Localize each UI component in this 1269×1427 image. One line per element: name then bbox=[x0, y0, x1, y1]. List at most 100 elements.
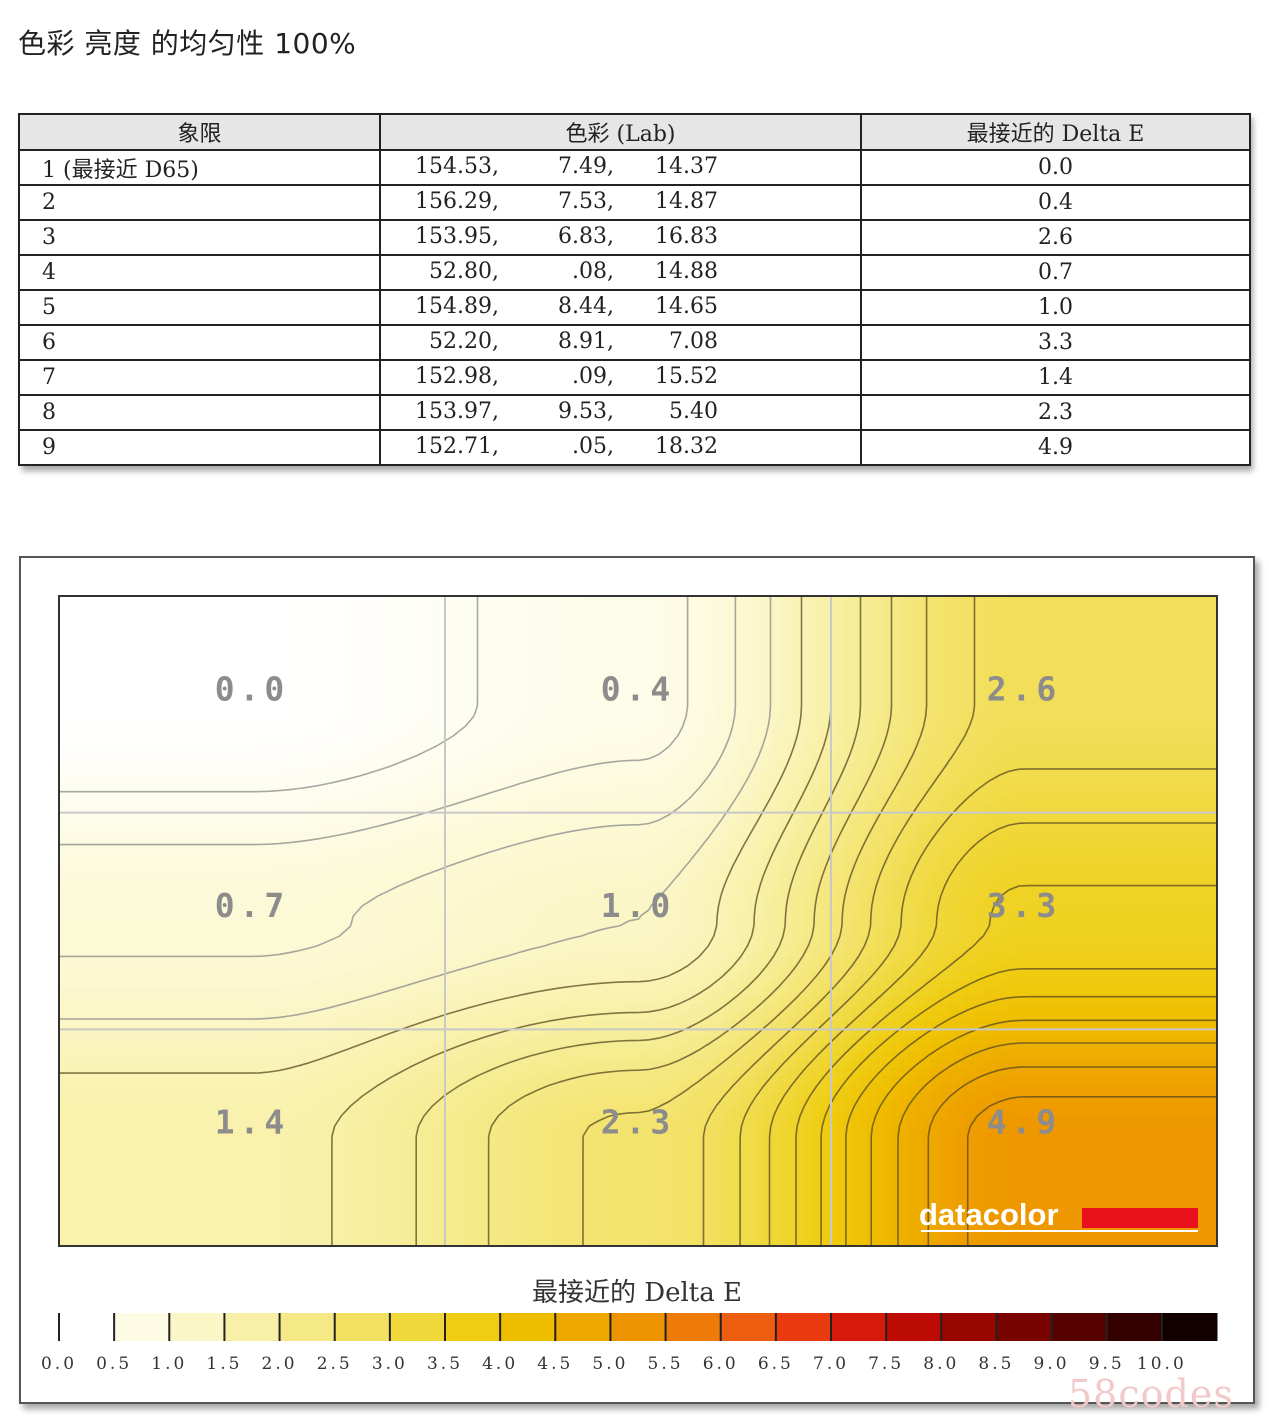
colorbar-swatch bbox=[224, 1313, 281, 1341]
lab-l-value: 154.53, bbox=[415, 154, 499, 179]
table-row: 9 152.71, .05, 18.32 4.9 bbox=[18, 429, 1251, 466]
lab-a-value: 6.83, bbox=[558, 224, 614, 249]
table-row: 3 153.95, 6.83, 16.83 2.6 bbox=[18, 219, 1251, 256]
header-quadrant: 象限 bbox=[18, 113, 381, 151]
contour-line bbox=[582, 596, 928, 1246]
lab-a-value: .08, bbox=[572, 259, 614, 284]
lab-b-value: 15.52 bbox=[655, 364, 718, 389]
colorbar-tick-label: 5.0 bbox=[592, 1354, 628, 1374]
colorbar-swatch bbox=[1051, 1313, 1108, 1341]
lab-cell: 152.98, .09, 15.52 bbox=[379, 359, 862, 396]
contour-line bbox=[966, 1096, 1217, 1246]
table-header-row: 象限 色彩 (Lab) 最接近的 Delta E bbox=[18, 113, 1251, 151]
lab-table: 象限 色彩 (Lab) 最接近的 Delta E 1 (最接近 D65) 154… bbox=[18, 113, 1251, 466]
colorbar-tick-label: 6.5 bbox=[758, 1354, 794, 1374]
lab-l-value: 152.98, bbox=[415, 364, 499, 389]
lab-a-value: 9.53, bbox=[558, 399, 614, 424]
colorbar-swatch bbox=[334, 1313, 391, 1341]
quadrant-cell: 2 bbox=[18, 184, 381, 221]
lab-cell: 154.53, 7.49, 14.37 bbox=[379, 149, 862, 186]
lab-b-value: 7.08 bbox=[669, 329, 718, 354]
colorbar-swatch bbox=[389, 1313, 446, 1341]
delta-e-cell: 2.6 bbox=[860, 219, 1251, 256]
contour-line bbox=[820, 968, 1217, 1246]
table-row: 7 152.98, .09, 15.52 1.4 bbox=[18, 359, 1251, 396]
colorbar-tick-label: 9.0 bbox=[1034, 1354, 1070, 1374]
lab-b-value: 14.88 bbox=[655, 259, 718, 284]
colorbar-swatch bbox=[1161, 1313, 1218, 1341]
lab-b-value: 5.40 bbox=[669, 399, 718, 424]
header-delta-e: 最接近的 Delta E bbox=[860, 113, 1251, 151]
lab-l-value: 154.89, bbox=[415, 294, 499, 319]
colorbar-title: 最接近的 Delta E bbox=[532, 1278, 742, 1308]
contour-line bbox=[59, 596, 737, 958]
quadrant-cell: 5 bbox=[18, 289, 381, 326]
quadrant-cell: 3 bbox=[18, 219, 381, 256]
colorbar-tick-label: 3.5 bbox=[427, 1354, 463, 1374]
lab-l-value: 153.97, bbox=[415, 399, 499, 424]
quadrant-cell: 4 bbox=[18, 254, 381, 291]
lab-l-value: 52.20, bbox=[429, 329, 499, 354]
colorbar-tick-label: 10.0 bbox=[1137, 1354, 1187, 1374]
colorbar-swatch bbox=[610, 1313, 667, 1341]
quadrant-cell: 9 bbox=[18, 429, 381, 466]
lab-a-value: 8.44, bbox=[558, 294, 614, 319]
delta-e-cell: 3.3 bbox=[860, 324, 1251, 361]
header-lab: 色彩 (Lab) bbox=[379, 113, 862, 151]
delta-e-cell: 2.3 bbox=[860, 394, 1251, 431]
grid-lines bbox=[59, 596, 1217, 1246]
lab-cell: 156.29, 7.53, 14.87 bbox=[379, 184, 862, 221]
colorbar-tick-label: 8.5 bbox=[978, 1354, 1014, 1374]
colorbar-swatch bbox=[445, 1313, 501, 1341]
colorbar-tick-label: 6.0 bbox=[703, 1354, 739, 1374]
table-row: 6 52.20, 8.91, 7.08 3.3 bbox=[18, 324, 1251, 361]
lab-b-value: 14.37 bbox=[655, 154, 718, 179]
table-row: 1 (最接近 D65) 154.53, 7.49, 14.37 0.0 bbox=[18, 149, 1251, 186]
lab-cell: 152.71, .05, 18.32 bbox=[379, 429, 862, 466]
logo-accent-bar bbox=[1082, 1208, 1198, 1228]
table-row: 5 154.89, 8.44, 14.65 1.0 bbox=[18, 289, 1251, 326]
contour-line bbox=[927, 1066, 1217, 1246]
delta-e-cell: 1.0 bbox=[860, 289, 1251, 326]
lab-cell: 52.80, .08, 14.88 bbox=[379, 254, 862, 291]
colorbar-tick-label: 2.5 bbox=[317, 1354, 353, 1374]
logo-text: datacolor bbox=[919, 1197, 1059, 1232]
delta-e-cell: 4.9 bbox=[860, 429, 1251, 466]
colorbar-tick-label: 0.5 bbox=[96, 1354, 132, 1374]
lab-b-value: 14.65 bbox=[655, 294, 718, 319]
colorbar-swatch bbox=[1106, 1313, 1163, 1341]
colorbar-swatch bbox=[114, 1313, 170, 1341]
colorbar-swatch bbox=[886, 1313, 942, 1341]
lab-l-value: 153.95, bbox=[415, 224, 499, 249]
quadrant-value-label: 1.4 bbox=[215, 1103, 290, 1142]
contour-line bbox=[739, 768, 1217, 1246]
value-labels: 0.0 0.4 2.6 0.7 1.0 3.3 1.4 2.3 4.9 bbox=[215, 669, 1062, 1142]
colorbar-tick-label: 5.5 bbox=[648, 1354, 684, 1374]
lab-cell: 52.20, 8.91, 7.08 bbox=[379, 324, 862, 361]
colorbar: 0.0 0.5 1.0 1.5 2.0 2.5 3.0 3.5 4.0 4.5 5.0 5.5 6.0 6… bbox=[41, 1313, 1218, 1374]
colorbar-tick-label: 1.0 bbox=[151, 1354, 187, 1374]
colorbar-tick-label: 1.5 bbox=[206, 1354, 242, 1374]
uniformity-heatmap: 0.0 0.4 2.6 0.7 1.0 3.3 1.4 2.3 4.9 datacolor 最接… bbox=[41, 595, 1218, 1374]
lab-l-value: 156.29, bbox=[415, 189, 499, 214]
contour-line bbox=[768, 822, 1217, 1246]
colorbar-tick-label: 3.0 bbox=[372, 1354, 408, 1374]
colorbar-tick-label: 0.0 bbox=[41, 1354, 77, 1374]
lab-a-value: .09, bbox=[572, 364, 614, 389]
colorbar-tick-label: 4.5 bbox=[537, 1354, 573, 1374]
quadrant-cell: 7 bbox=[18, 359, 381, 396]
colorbar-tick-label: 7.0 bbox=[813, 1354, 849, 1374]
colorbar-swatch bbox=[775, 1313, 832, 1341]
lab-cell: 153.95, 6.83, 16.83 bbox=[379, 219, 862, 256]
lab-cell: 153.97, 9.53, 5.40 bbox=[379, 394, 862, 431]
watermark: 58codes bbox=[1068, 1372, 1234, 1416]
quadrant-value-label: 2.6 bbox=[987, 669, 1062, 708]
table-row: 2 156.29, 7.53, 14.87 0.4 bbox=[18, 184, 1251, 221]
colorbar-tick-label: 2.0 bbox=[262, 1354, 298, 1374]
contour-line bbox=[415, 596, 862, 1246]
colorbar-swatch bbox=[59, 1313, 115, 1341]
contour-line bbox=[702, 596, 976, 1246]
delta-e-cell: 1.4 bbox=[860, 359, 1251, 396]
quadrant-value-label: 1.0 bbox=[601, 886, 676, 925]
colorbar-tick-label: 7.5 bbox=[868, 1354, 904, 1374]
